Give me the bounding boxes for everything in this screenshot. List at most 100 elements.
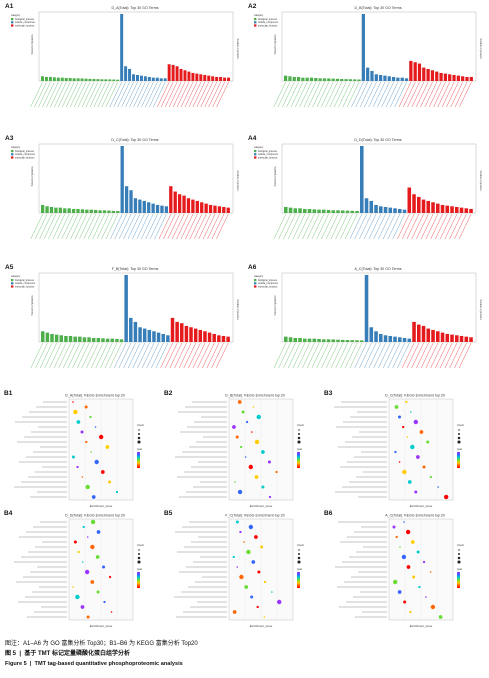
go-bar xyxy=(317,209,321,213)
go-bar xyxy=(326,209,331,213)
kegg-panel-b2: B2 D_B(Total): KEGG Enrichment top 20 Enri… xyxy=(164,390,325,513)
kegg-dot xyxy=(271,591,273,593)
kegg-dot xyxy=(86,536,89,538)
go-bar xyxy=(322,339,326,342)
legend-color-bar xyxy=(297,572,300,588)
y-axis-right-label: Number of proteins xyxy=(479,39,482,60)
go-bar xyxy=(293,208,298,213)
go-bar xyxy=(284,336,288,342)
kegg-dot xyxy=(86,615,90,619)
go-bar xyxy=(76,78,80,81)
kegg-dot xyxy=(94,426,97,428)
go-bar xyxy=(80,209,85,213)
go-bar xyxy=(341,339,345,342)
go-term-label xyxy=(316,213,329,240)
legend-size-dot xyxy=(457,560,461,564)
go-term-label xyxy=(382,342,396,369)
go-bar xyxy=(226,336,230,342)
go-bar xyxy=(120,14,124,81)
x-axis-label: Enrichment_score xyxy=(410,504,433,508)
go-term-label xyxy=(338,81,351,108)
x-axis-label: Enrichment_score xyxy=(250,624,273,628)
legend-color-bar xyxy=(137,572,140,588)
go-term-label xyxy=(354,213,367,240)
go-bar xyxy=(186,198,191,213)
go-term-label xyxy=(407,81,420,108)
go-term-label xyxy=(454,342,467,369)
go-term-label xyxy=(123,213,136,240)
legend-count-heading: Count xyxy=(137,543,144,547)
go-bar xyxy=(412,194,416,213)
go-term-label xyxy=(34,213,48,240)
legend-swatch-biological_process xyxy=(254,279,257,282)
legend-label-molecular_function: molecular_function xyxy=(15,156,35,159)
kegg-dot xyxy=(410,540,415,544)
kegg-dot xyxy=(277,599,282,605)
y-axis-right-label: Number of proteins xyxy=(479,171,482,192)
go-term-label xyxy=(90,342,104,369)
kegg-dot xyxy=(414,490,418,494)
go-bar xyxy=(175,321,179,342)
go-bar xyxy=(312,209,317,213)
go-bar xyxy=(67,208,71,213)
kegg-dot xyxy=(430,604,436,610)
go-bar xyxy=(180,323,184,342)
go-bar xyxy=(92,78,96,81)
go-term-label xyxy=(286,81,299,108)
go-bar xyxy=(426,328,431,342)
go-bar xyxy=(151,77,155,81)
kegg-dot xyxy=(425,596,427,598)
go-bar xyxy=(360,340,364,342)
kegg-dot xyxy=(84,569,90,575)
go-bar xyxy=(413,62,417,81)
go-bar xyxy=(63,208,67,213)
go-bar xyxy=(98,210,102,213)
kegg-chart-title: A_C(Total): KEGG Enrichment top 20 xyxy=(385,514,445,518)
kegg-dot xyxy=(398,415,402,419)
go-term-label xyxy=(39,213,52,240)
kegg-dot xyxy=(267,460,271,464)
go-term-label xyxy=(50,81,63,108)
go-term-label xyxy=(387,342,401,369)
kegg-dot xyxy=(239,445,243,449)
go-term-label xyxy=(165,342,178,369)
go-bar xyxy=(76,208,80,213)
go-term-label xyxy=(273,81,286,108)
kegg-dot xyxy=(399,546,401,548)
legend-label-biological_process: biological_process xyxy=(15,150,35,153)
legend-color-bar xyxy=(137,452,140,468)
go-term-label xyxy=(306,213,320,240)
go-bar xyxy=(169,186,173,213)
legend-swatch-cellular_component xyxy=(11,282,14,285)
go-term-label xyxy=(283,213,296,240)
go-bar xyxy=(317,338,321,342)
go-bar xyxy=(430,70,435,81)
go-bar xyxy=(421,199,426,213)
legend-size-dot xyxy=(298,553,300,555)
go-term-label xyxy=(163,213,176,240)
go-bar xyxy=(49,206,54,213)
go-term-label xyxy=(188,342,201,369)
kegg-dot xyxy=(394,405,399,409)
legend-swatch-biological_process xyxy=(11,279,14,282)
go-bar xyxy=(110,338,114,342)
go-bar xyxy=(303,338,307,342)
go-term-label xyxy=(342,81,356,108)
go-bar xyxy=(374,331,378,342)
go-bar xyxy=(105,338,110,342)
kegg-panel-b5: B5 F_C(Total): KEGG Enrichment top 20 Enri… xyxy=(164,510,325,633)
go-bar xyxy=(120,146,124,213)
go-bar xyxy=(364,275,369,342)
go-bar xyxy=(223,77,227,81)
go-bar xyxy=(455,335,459,342)
go-bar xyxy=(102,210,107,213)
go-bar xyxy=(133,321,138,342)
y-axis-right-label: Number of proteins xyxy=(479,300,482,321)
go-term-label xyxy=(88,213,101,240)
go-bar xyxy=(357,79,361,81)
go-bar xyxy=(41,331,45,342)
legend-count-heading: Count xyxy=(297,543,304,547)
kegg-dot xyxy=(406,436,409,438)
go-term-label xyxy=(306,342,320,369)
go-term-label xyxy=(420,213,434,240)
